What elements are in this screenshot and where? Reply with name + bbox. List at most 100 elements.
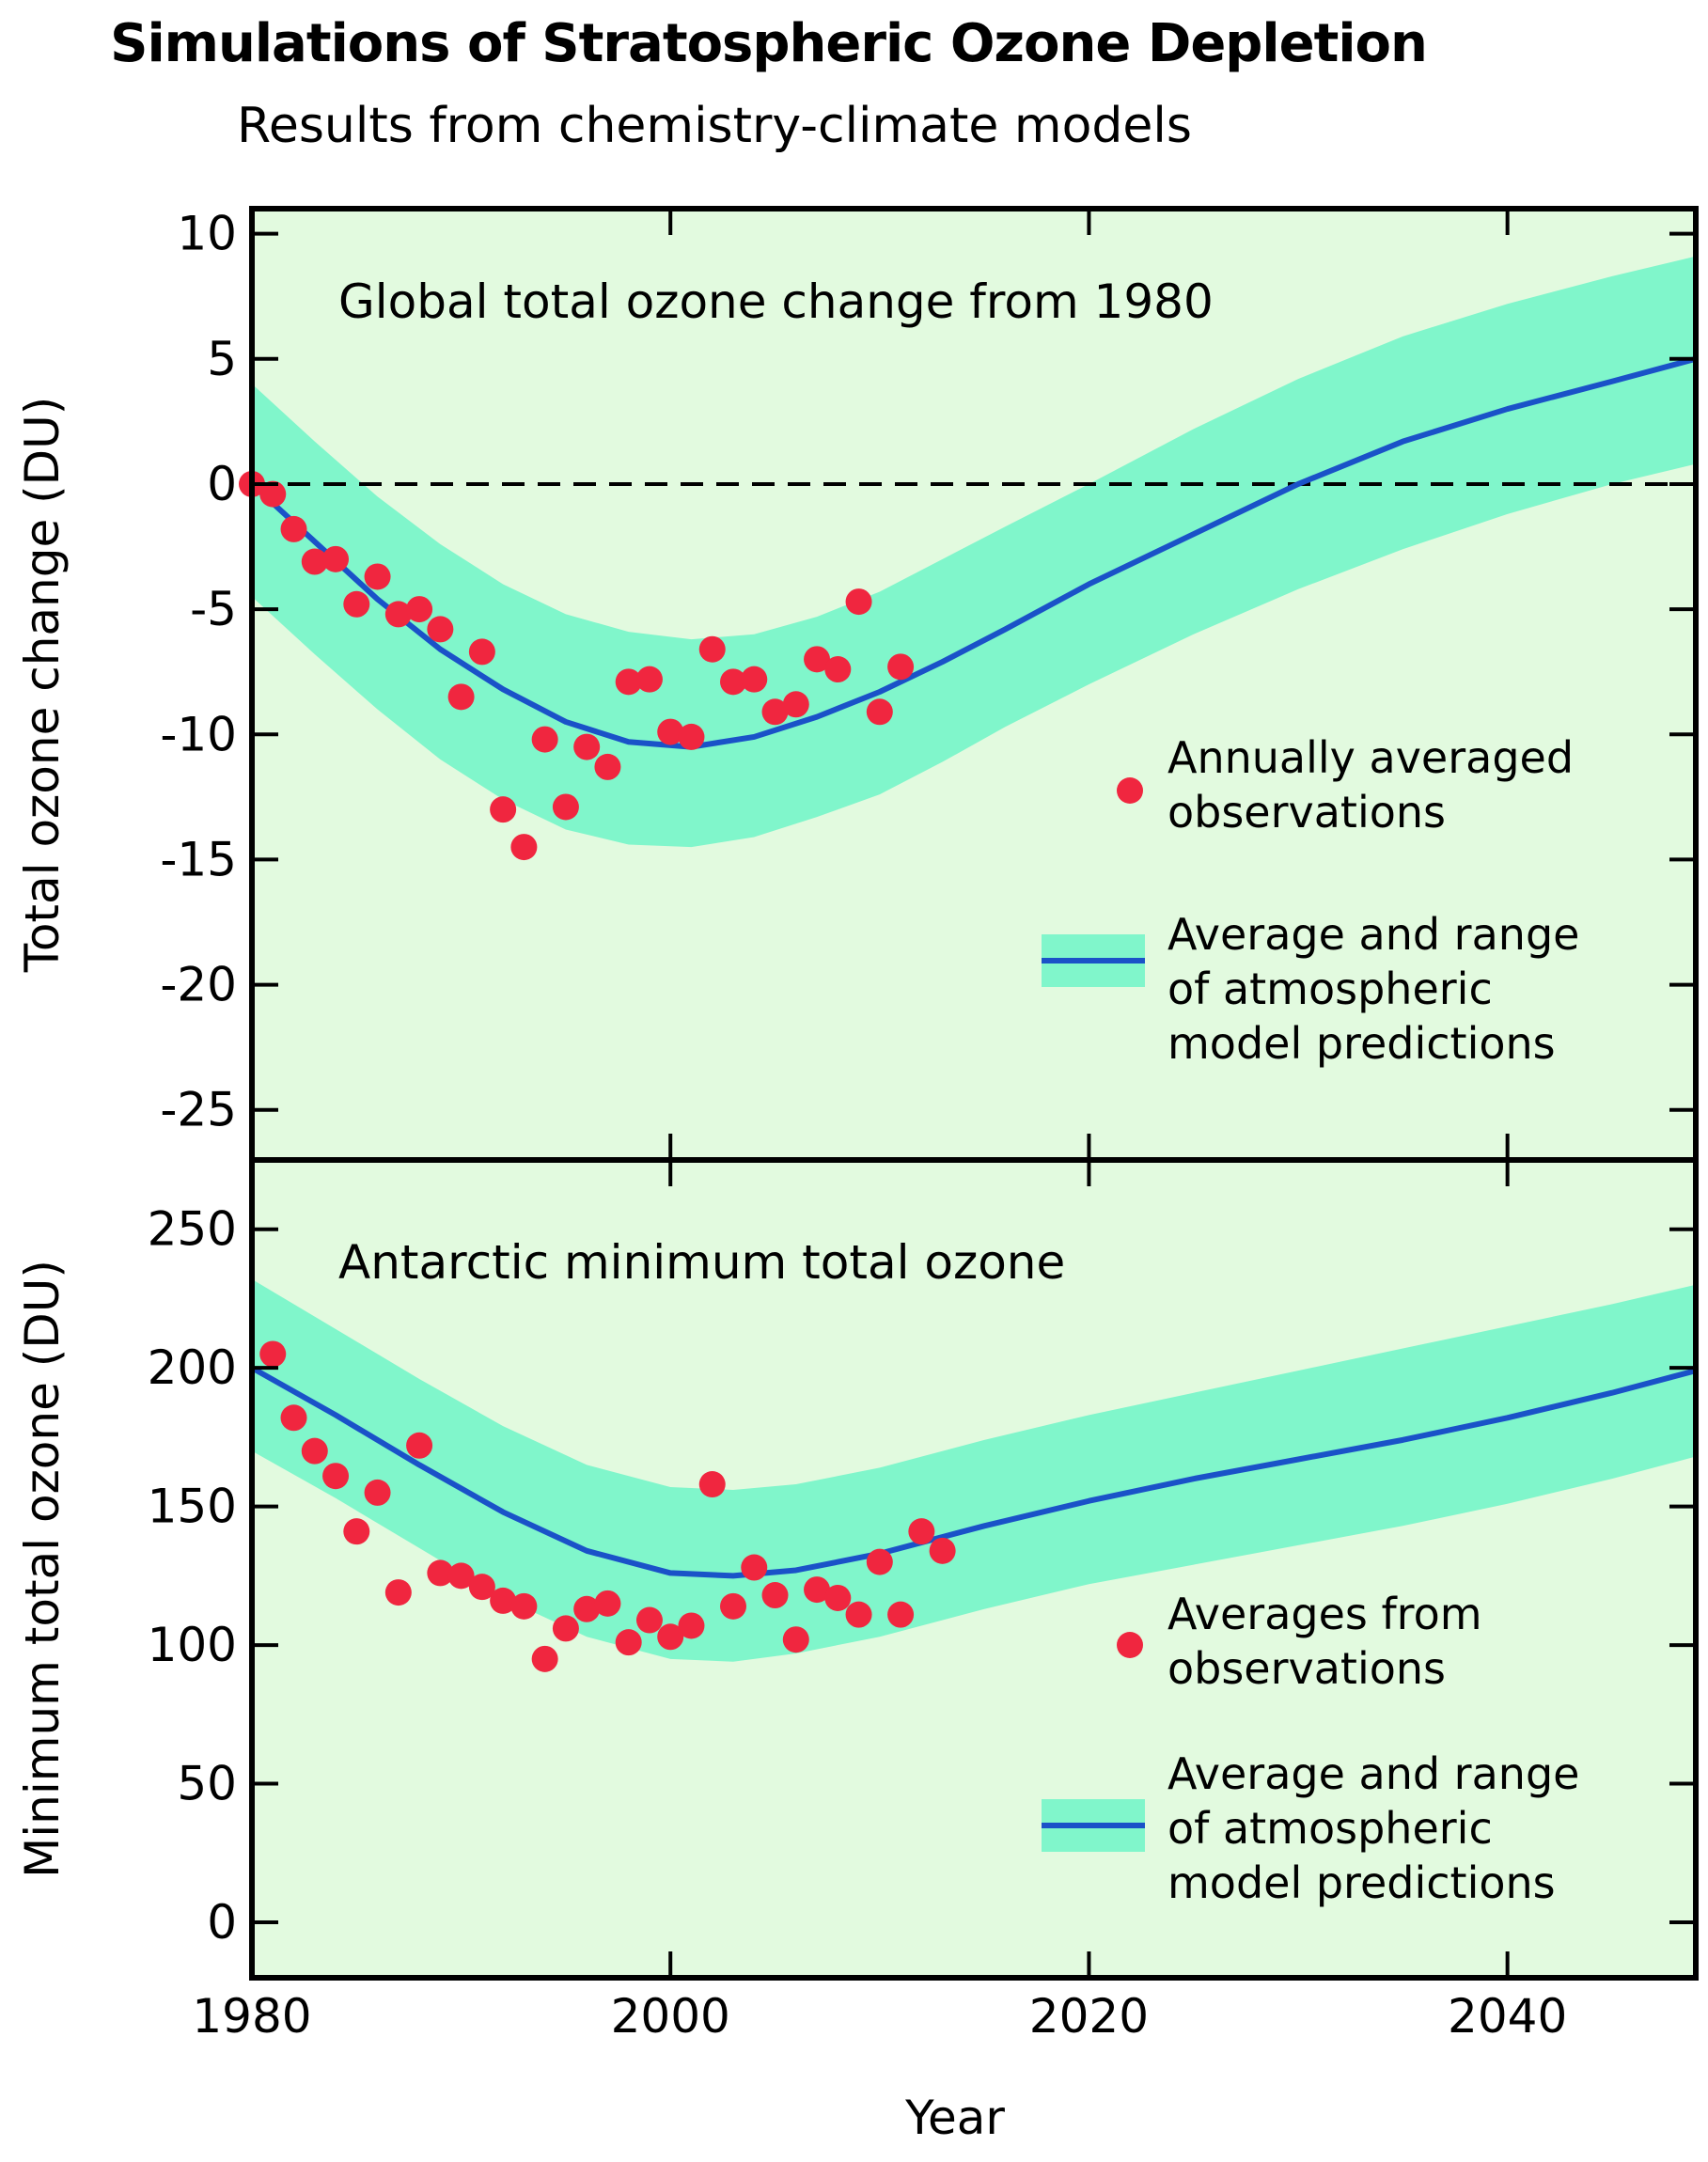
observation-point	[427, 1559, 454, 1587]
antarctic-ozone-panel: 250 200 150 100 50 0 Minimum total ozone (DU) A…	[15, 1160, 1697, 1978]
observation-point	[594, 1590, 621, 1617]
observation-point	[384, 1579, 412, 1606]
observation-point	[490, 1587, 517, 1614]
observation-point	[259, 1340, 287, 1368]
observation-point	[635, 666, 663, 693]
observation-point	[510, 834, 538, 861]
observation-point	[741, 666, 768, 693]
observation-point	[447, 1562, 475, 1590]
legend-band-label: of atmospheric	[1167, 1803, 1493, 1854]
observation-point	[573, 1595, 601, 1622]
observation-point	[364, 563, 391, 590]
global-ozone-panel: 10 5 0 -5 -10 -15 -20 -25 Total ozone change (DU…	[15, 207, 1697, 1160]
observation-point	[720, 668, 746, 696]
observation-point	[741, 1554, 768, 1581]
observation-point	[280, 515, 307, 542]
y-axis-label: Total ozone change (DU)	[15, 397, 70, 973]
observation-point	[761, 1582, 789, 1609]
observation-point	[887, 653, 915, 681]
y-tick-label: -20	[160, 958, 237, 1012]
model-range-band	[252, 256, 1696, 848]
observation-point	[301, 1437, 328, 1465]
legend-band-label: model predictions	[1167, 1018, 1556, 1069]
observation-point	[552, 793, 579, 821]
y-tick-label: 10	[177, 207, 237, 261]
y-tick-label: 5	[207, 332, 237, 386]
observation-point	[468, 1574, 495, 1601]
observation-point	[678, 723, 705, 750]
observation-point	[406, 1432, 433, 1459]
legend-point-icon	[1117, 777, 1143, 804]
y-tick-label: 0	[207, 457, 237, 511]
observation-point	[615, 1629, 642, 1656]
observation-point	[824, 656, 852, 683]
y-tick-label: 100	[148, 1618, 237, 1672]
observation-point	[908, 1518, 935, 1545]
observation-point	[615, 668, 642, 696]
page-subtitle: Results from chemistry-climate models	[237, 98, 1192, 154]
chart-frame	[249, 206, 1699, 1981]
observation-point	[259, 480, 287, 508]
y-tick-label: 0	[207, 1895, 237, 1950]
y-axis-label: Minimum total ozone (DU)	[15, 1260, 70, 1878]
observation-point	[887, 1601, 915, 1628]
y-tick-label: -25	[160, 1083, 237, 1137]
legend-points-label: observations	[1167, 787, 1446, 838]
legend-point-icon	[1117, 1632, 1143, 1658]
observation-point	[490, 796, 517, 823]
observation-point	[657, 718, 684, 745]
y-tick-label: 50	[177, 1757, 237, 1811]
y-tick-label: 200	[148, 1340, 237, 1395]
observation-point	[552, 1615, 579, 1642]
observation-point	[384, 601, 412, 628]
observation-point	[720, 1592, 746, 1620]
legend-band-label: Average and range	[1167, 909, 1579, 960]
observation-point	[280, 1404, 307, 1432]
observation-point	[678, 1612, 705, 1639]
observation-point	[343, 1518, 370, 1545]
page-title: Simulations of Stratospheric Ozone Deple…	[110, 13, 1428, 74]
legend-points-label: Averages from	[1167, 1589, 1482, 1639]
observation-point	[594, 753, 621, 780]
observation-point	[427, 616, 454, 643]
observation-point	[364, 1479, 391, 1506]
model-range-band	[252, 1278, 1696, 1662]
observation-point	[698, 1471, 726, 1498]
observation-point	[698, 635, 726, 663]
y-tick-label: -10	[160, 707, 237, 761]
legend-band-label: of atmospheric	[1167, 964, 1493, 1014]
observation-point	[657, 1623, 684, 1651]
x-axis: 1980 2000 2020 2040	[192, 1989, 1567, 2044]
observation-point	[782, 1626, 809, 1653]
observation-point	[510, 1592, 538, 1620]
observation-point	[322, 545, 350, 572]
observation-point	[468, 638, 495, 666]
panel-title: Antarctic minimum total ozone	[338, 1235, 1065, 1290]
y-tick-label: 150	[148, 1480, 237, 1534]
observation-point	[573, 733, 601, 760]
legend-points-label: Annually averaged	[1167, 732, 1574, 783]
legend-band-label: model predictions	[1167, 1857, 1556, 1908]
observation-point	[322, 1463, 350, 1490]
observation-point	[343, 590, 370, 618]
y-tick-label: 250	[148, 1202, 237, 1257]
observation-point	[782, 691, 809, 718]
x-tick-label: 2040	[1448, 1989, 1567, 2044]
observation-point	[845, 588, 872, 616]
observation-point	[804, 1576, 831, 1604]
y-tick-label: -15	[160, 832, 237, 886]
observation-point	[635, 1606, 663, 1634]
legend-points-label: observations	[1167, 1643, 1446, 1694]
observation-point	[301, 548, 328, 575]
observation-point	[866, 1548, 893, 1575]
observation-point	[761, 698, 789, 726]
observation-point	[929, 1537, 956, 1564]
panel-title: Global total ozone change from 1980	[338, 274, 1214, 329]
legend-band-label: Average and range	[1167, 1748, 1579, 1799]
observation-point	[804, 646, 831, 673]
observation-point	[845, 1601, 872, 1628]
observation-point	[824, 1584, 852, 1611]
observation-point	[406, 596, 433, 623]
observation-point	[447, 683, 475, 711]
